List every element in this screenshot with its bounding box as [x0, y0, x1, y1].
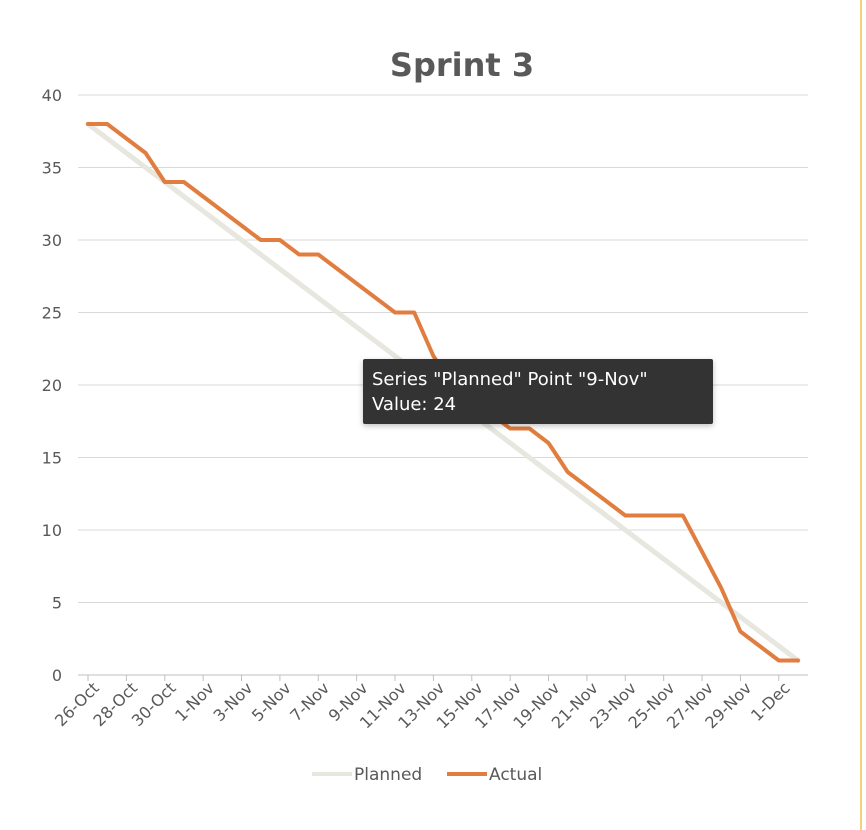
legend-label-actual: Actual: [489, 765, 542, 785]
x-tick-label: 30-Oct: [128, 678, 180, 730]
y-tick-label: 0: [52, 666, 62, 685]
y-tick-label: 15: [42, 449, 62, 468]
y-tick-label: 20: [42, 376, 62, 395]
x-tick-label: 1-Nov: [171, 678, 218, 725]
y-tick-label: 40: [42, 86, 62, 105]
y-axis-labels: 0 5 10 15 20 25 30 35 40: [42, 86, 62, 685]
legend: Planned Actual: [312, 765, 542, 785]
data-point-tooltip: Series "Planned" Point "9-Nov" Value: 24: [363, 359, 713, 424]
tooltip-value: Value: 24: [372, 394, 457, 415]
y-tick-label: 30: [42, 231, 62, 250]
tooltip-series-point: Series "Planned" Point "9-Nov": [372, 369, 648, 390]
x-tick-label: 3-Nov: [210, 678, 257, 725]
gridlines: [78, 94, 808, 676]
y-tick-label: 10: [42, 521, 62, 540]
legend-label-planned: Planned: [354, 765, 422, 785]
x-tick-label: 7-Nov: [286, 678, 333, 725]
x-tick-label: 5-Nov: [248, 678, 295, 725]
y-tick-label: 25: [42, 304, 62, 323]
chart-title: Sprint 3: [390, 46, 534, 84]
y-tick-label: 5: [52, 594, 62, 613]
y-tick-label: 35: [42, 159, 62, 178]
x-axis: 26-Oct28-Oct30-Oct1-Nov3-Nov5-Nov7-Nov9-…: [51, 675, 794, 732]
x-tick-label: 1-Dec: [747, 678, 794, 725]
panel-border: [860, 0, 862, 830]
